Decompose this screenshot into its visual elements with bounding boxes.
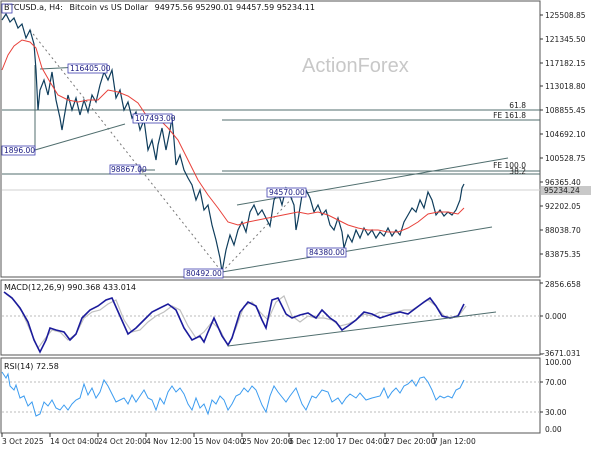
svg-text:96365.40: 96365.40 — [545, 178, 581, 187]
chart-header: BTCUSD.a, H4: Bitcoin vs US Dollar 94975… — [4, 3, 315, 12]
svg-text:113018.80: 113018.80 — [545, 82, 586, 91]
svg-text:121345.50: 121345.50 — [545, 35, 586, 44]
svg-text:30.00: 30.00 — [545, 408, 567, 417]
watermark: ActionForex — [302, 55, 409, 77]
svg-text:70.00: 70.00 — [545, 378, 567, 387]
svg-text:14 Oct 04:00: 14 Oct 04:00 — [50, 437, 99, 446]
price-label-116405: 116405.00 — [67, 63, 111, 74]
price-label-107493: 107493.00 — [132, 113, 176, 124]
svg-text:95234.24: 95234.24 — [544, 186, 580, 195]
svg-text:92202.05: 92202.05 — [545, 202, 581, 211]
price-label-84380: 84380.00 — [306, 247, 347, 258]
fib-label-fe-100: FE 100.0 — [493, 161, 526, 170]
price-panel — [0, 0, 541, 278]
svg-text:108855.45: 108855.45 — [545, 106, 586, 115]
svg-text:80492.00: 80492.00 — [186, 269, 222, 278]
symbol-label: BTCUSD.a, H4: — [4, 3, 63, 12]
svg-text:104692.10: 104692.10 — [545, 130, 586, 139]
svg-text:0.00: 0.00 — [545, 425, 562, 434]
svg-text:83875.35: 83875.35 — [545, 250, 581, 259]
svg-text:15 Nov 04:00: 15 Nov 04:00 — [194, 437, 245, 446]
price-label-1896: 1896.00 — [1, 145, 36, 156]
fe-diagonal — [221, 189, 301, 273]
svg-text:94570.00: 94570.00 — [269, 188, 305, 197]
rsi-label: RSI(14) 72.58 — [4, 362, 59, 371]
svg-text:107493.00: 107493.00 — [135, 114, 176, 123]
svg-text:4 Nov 12:00: 4 Nov 12:00 — [146, 437, 192, 446]
svg-text:116405.00: 116405.00 — [70, 64, 111, 73]
fib-label-fe-161.8: FE 161.8 — [493, 111, 526, 120]
svg-text:84380.00: 84380.00 — [309, 248, 345, 257]
macd-axis: 2856.658 0.000 -3671.031 — [540, 280, 581, 358]
price-label-94570: 94570.00 — [266, 187, 307, 198]
svg-text:25 Nov 20:00: 25 Nov 20:00 — [242, 437, 293, 446]
macd-signal-series — [5, 293, 467, 350]
svg-text:0.000: 0.000 — [545, 312, 567, 321]
svg-text:27 Dec 20:00: 27 Dec 20:00 — [385, 437, 436, 446]
macd-main-series — [3, 291, 465, 354]
corner-label-box — [1, 3, 13, 14]
symbol-description: Bitcoin vs US Dollar — [69, 3, 148, 12]
rsi-axis: 100.00 70.00 30.00 0.00 — [540, 358, 571, 434]
rsi-series — [1, 371, 465, 417]
channel-bottom-line — [221, 226, 493, 273]
fib-retrace-diagonal — [29, 29, 223, 273]
price-label-80492: 80492.00 — [183, 268, 224, 279]
moving-average-series — [1, 39, 465, 233]
fib-label-38.2: 38.2 — [509, 167, 526, 176]
fib-label-61.8: 61.8 — [509, 101, 526, 110]
macd-trendline — [227, 311, 497, 347]
svg-text:17 Dec 04:00: 17 Dec 04:00 — [337, 437, 388, 446]
svg-text:100.00: 100.00 — [545, 358, 571, 367]
svg-text:125508.85: 125508.85 — [545, 11, 586, 20]
price-label-98867: 98867.00 — [109, 164, 147, 175]
svg-text:1896.00: 1896.00 — [4, 146, 35, 155]
svg-text:24 Oct 20:00: 24 Oct 20:00 — [98, 437, 147, 446]
svg-text:88038.70: 88038.70 — [545, 226, 581, 235]
price-axis: 125508.85 121345.50 117182.15 113018.80 … — [540, 11, 586, 259]
svg-text:98867.00: 98867.00 — [111, 165, 147, 174]
current-price-tag: 95234.24 — [541, 186, 591, 195]
svg-text:2856.658: 2856.658 — [545, 280, 581, 289]
trendline-1 — [34, 123, 126, 151]
svg-text:3 Oct 2025: 3 Oct 2025 — [2, 437, 44, 446]
svg-text:100528.75: 100528.75 — [545, 154, 586, 163]
ohlc-values: 94975.56 95290.01 94457.59 95234.11 — [155, 3, 315, 12]
time-axis: 3 Oct 2025 14 Oct 04:00 24 Oct 20:00 4 N… — [1, 433, 476, 446]
svg-text:7 Jan 12:00: 7 Jan 12:00 — [433, 437, 476, 446]
macd-label: MACD(12,26,9) 990.368 433.014 — [4, 283, 136, 292]
svg-text:-3671.031: -3671.031 — [542, 349, 581, 358]
svg-text:6 Dec 12:00: 6 Dec 12:00 — [289, 437, 335, 446]
svg-text:117182.15: 117182.15 — [545, 59, 586, 68]
